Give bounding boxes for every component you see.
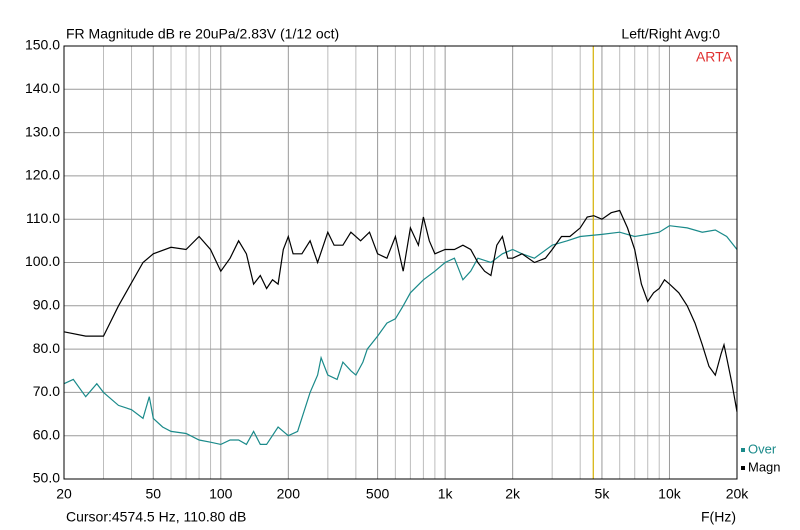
x-tick-label: 2k	[505, 486, 521, 502]
y-tick-label: 130.0	[25, 123, 60, 139]
legend-label: Magn	[748, 459, 781, 474]
y-tick-label: 90.0	[33, 297, 60, 313]
y-tick-label: 50.0	[33, 470, 60, 486]
series-line	[63, 209, 738, 413]
x-tick-label: 50	[145, 486, 161, 502]
x-tick-label: 100	[209, 486, 233, 502]
x-tick-label: 1k	[438, 486, 454, 502]
y-tick-label: 80.0	[33, 340, 60, 356]
x-tick-label: 20k	[726, 486, 750, 502]
y-tick-label: 110.0	[26, 210, 60, 226]
y-tick-label: 140.0	[25, 80, 60, 96]
chart-title: FR Magnitude dB re 20uPa/2.83V (1/12 oct…	[66, 26, 339, 42]
status: Left/Right Avg:0	[621, 26, 720, 42]
x-tick-label: 500	[366, 486, 390, 502]
y-tick-label: 60.0	[33, 426, 60, 442]
x-tick-label: 5k	[595, 486, 611, 502]
plot-frame	[63, 45, 738, 480]
y-tick-label: 70.0	[33, 383, 60, 399]
legend-swatch	[741, 448, 745, 452]
brand: ARTA	[696, 49, 733, 65]
x-axis-label: F(Hz)	[701, 509, 736, 525]
x-tick-label: 10k	[658, 486, 682, 502]
y-tick-label: 100.0	[25, 253, 60, 269]
y-tick-label: 150.0	[25, 37, 60, 53]
cursor-readout: Cursor:4574.5 Hz, 110.80 dB	[66, 509, 246, 525]
x-tick-label: 20	[56, 486, 72, 502]
legend-swatch	[741, 466, 745, 470]
series-line	[63, 225, 738, 446]
legend-label: Over	[748, 441, 777, 456]
y-tick-label: 120.0	[25, 167, 60, 183]
x-tick-label: 200	[277, 486, 301, 502]
